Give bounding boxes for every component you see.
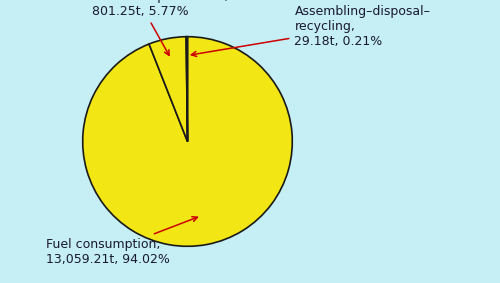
Wedge shape xyxy=(186,37,188,142)
Text: Vehicle material production,
801.25t, 5.77%: Vehicle material production, 801.25t, 5.… xyxy=(52,0,229,55)
Text: Assembling–disposal–
recycling,
29.18t, 0.21%: Assembling–disposal– recycling, 29.18t, … xyxy=(192,5,430,56)
Wedge shape xyxy=(149,37,188,142)
Wedge shape xyxy=(82,37,292,246)
Text: Fuel consumption,
13,059.21t, 94.02%: Fuel consumption, 13,059.21t, 94.02% xyxy=(46,217,198,265)
